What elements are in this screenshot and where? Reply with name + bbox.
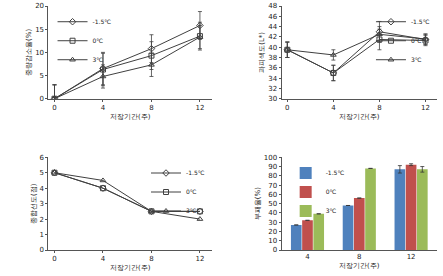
svg-text:4: 4 <box>101 255 106 263</box>
svg-text:3℃: 3℃ <box>411 56 422 63</box>
svg-text:0: 0 <box>52 255 56 263</box>
svg-text:4: 4 <box>40 185 45 193</box>
svg-text:4: 4 <box>101 104 106 112</box>
svg-text:44: 44 <box>268 23 277 31</box>
svg-text:0: 0 <box>40 246 44 254</box>
svg-text:부패율(%): 부패율(%) <box>254 187 262 220</box>
svg-text:0: 0 <box>273 246 277 254</box>
svg-text:20: 20 <box>35 2 44 10</box>
svg-text:46: 46 <box>268 13 277 21</box>
svg-text:0: 0 <box>40 95 44 103</box>
svg-text:40: 40 <box>268 209 277 217</box>
svg-text:12: 12 <box>407 253 416 261</box>
svg-text:과피색도(L*): 과피색도(L*) <box>258 32 266 73</box>
svg-text:60: 60 <box>268 191 277 199</box>
svg-text:1: 1 <box>40 231 44 239</box>
svg-text:저장기간(주): 저장기간(주) <box>339 262 380 270</box>
svg-text:6: 6 <box>40 154 45 162</box>
svg-text:0℃: 0℃ <box>93 37 104 44</box>
svg-text:0℃: 0℃ <box>326 188 337 195</box>
svg-text:4: 4 <box>331 104 336 112</box>
svg-text:36: 36 <box>268 64 277 72</box>
svg-text:3℃: 3℃ <box>326 207 337 214</box>
svg-text:5: 5 <box>40 169 44 177</box>
svg-text:8: 8 <box>357 253 361 261</box>
svg-text:2: 2 <box>40 216 44 224</box>
svg-text:12: 12 <box>421 104 430 112</box>
svg-text:38: 38 <box>268 54 277 62</box>
svg-text:34: 34 <box>268 75 277 83</box>
svg-text:30: 30 <box>268 95 277 103</box>
svg-text:5: 5 <box>40 72 44 80</box>
svg-text:100: 100 <box>264 154 277 162</box>
svg-text:-1.5℃: -1.5℃ <box>411 18 430 25</box>
svg-text:40: 40 <box>268 44 277 52</box>
svg-text:3: 3 <box>40 200 44 208</box>
svg-text:0℃: 0℃ <box>411 37 422 44</box>
svg-text:0: 0 <box>285 104 289 112</box>
svg-text:-1.5℃: -1.5℃ <box>93 18 112 25</box>
svg-text:42: 42 <box>268 33 277 41</box>
svg-text:8: 8 <box>149 104 153 112</box>
svg-text:-1.5℃: -1.5℃ <box>326 169 345 176</box>
svg-text:15: 15 <box>35 26 44 34</box>
svg-text:종합선도(점): 종합선도(점) <box>30 183 38 224</box>
svg-text:8: 8 <box>377 104 381 112</box>
svg-text:70: 70 <box>268 182 277 190</box>
svg-text:0: 0 <box>52 104 56 112</box>
svg-text:10: 10 <box>35 49 44 57</box>
svg-text:20: 20 <box>268 228 277 236</box>
svg-text:12: 12 <box>195 255 204 263</box>
svg-text:80: 80 <box>268 172 277 180</box>
svg-text:12: 12 <box>195 104 204 112</box>
svg-text:중량감소율(%): 중량감소율(%) <box>25 29 33 76</box>
svg-text:8: 8 <box>149 255 153 263</box>
svg-text:50: 50 <box>268 200 277 208</box>
svg-text:저장기간(주): 저장기간(주) <box>339 113 380 121</box>
svg-text:저장기간(주): 저장기간(주) <box>110 264 151 272</box>
svg-text:10: 10 <box>268 237 277 245</box>
svg-text:90: 90 <box>268 163 277 171</box>
svg-text:32: 32 <box>268 85 277 93</box>
svg-text:3℃: 3℃ <box>186 207 197 214</box>
svg-text:-1.5℃: -1.5℃ <box>186 169 205 176</box>
svg-text:48: 48 <box>268 2 277 10</box>
svg-text:30: 30 <box>268 219 277 227</box>
svg-text:저장기간(주): 저장기간(주) <box>110 113 151 121</box>
svg-text:4: 4 <box>305 253 310 261</box>
svg-text:3℃: 3℃ <box>93 56 104 63</box>
svg-text:0℃: 0℃ <box>186 188 197 195</box>
